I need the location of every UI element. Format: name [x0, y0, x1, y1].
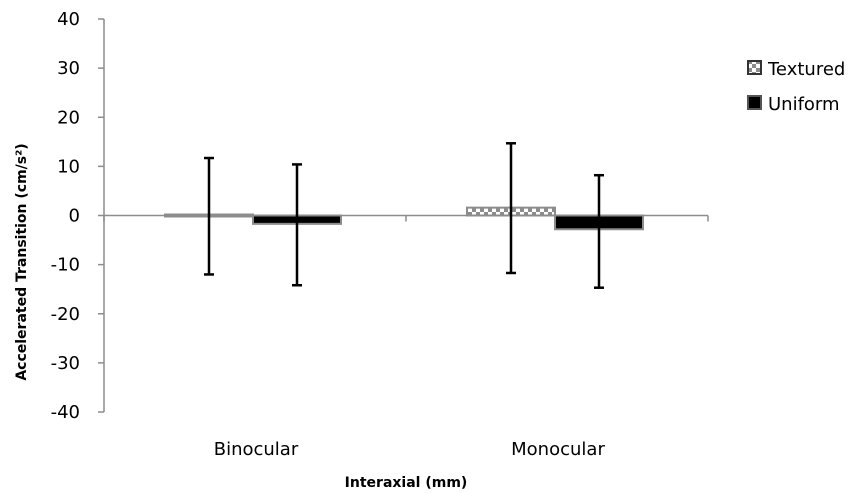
error-bar-textured-binocular [204, 156, 214, 276]
legend: Textured Uniform [747, 59, 845, 115]
y-axis-ticks: 40 30 20 10 0 -10 -20 -30 -40 [51, 9, 104, 423]
y-tick-label: 0 [69, 206, 80, 227]
x-axis-title: Interaxial (mm) [345, 475, 468, 491]
error-bars [204, 142, 604, 289]
y-tick-label: -10 [51, 255, 80, 276]
error-bar-uniform-monocular [594, 173, 604, 289]
category-label-monocular: Monocular [511, 439, 605, 460]
legend-label-textured: Textured [767, 59, 845, 80]
y-tick-label: -30 [51, 353, 80, 374]
error-bar-uniform-binocular [292, 163, 302, 287]
bars [164, 206, 644, 231]
y-tick-label: 10 [57, 156, 80, 177]
legend-swatch-textured [747, 60, 762, 75]
y-axis-title: Accelerated Transition (cm/s²) [14, 143, 30, 380]
category-label-binocular: Binocular [214, 439, 299, 460]
y-tick-label: 30 [57, 58, 80, 79]
y-tick-label: -20 [51, 304, 80, 325]
y-tick-label: 20 [57, 107, 80, 128]
y-tick-label: -40 [51, 402, 80, 423]
y-tick-label: 40 [57, 9, 80, 30]
legend-swatch-uniform [747, 95, 762, 110]
category-labels: Binocular Monocular [214, 439, 606, 460]
error-bar-textured-monocular [506, 142, 516, 275]
legend-label-uniform: Uniform [768, 94, 840, 115]
